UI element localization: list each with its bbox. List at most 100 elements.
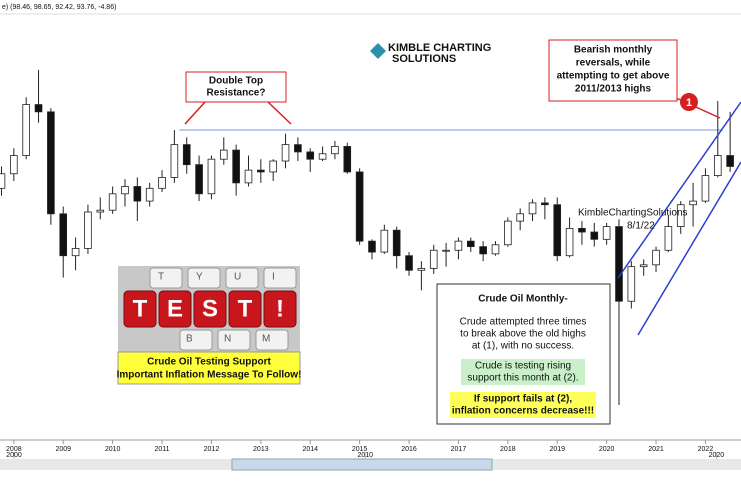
callout-box (185, 71, 287, 103)
candle-body (442, 249, 450, 252)
note-text: to break above the old highs (460, 329, 586, 340)
navigator-tick-label: 2020 (709, 452, 725, 459)
candle-body (34, 104, 43, 113)
candle-body (405, 255, 413, 271)
navigator-window (231, 458, 493, 471)
note-title: Crude Oil Monthly- (478, 294, 567, 305)
watermark-date: 8/1/22 (627, 221, 655, 232)
x-tick-label: 2021 (648, 446, 664, 453)
navigator-tick-label: 2000 (6, 452, 22, 459)
candle-body (479, 246, 487, 255)
candle-body (627, 266, 636, 302)
candle-body (504, 220, 512, 246)
candle-body (269, 160, 277, 173)
note-text: Crude is testing rising (475, 361, 571, 372)
callout-text: attempting to get above (557, 71, 670, 82)
callout-text: Resistance? (207, 88, 266, 99)
candle-body (355, 171, 364, 242)
candle-body (281, 144, 290, 162)
candle-body (232, 149, 240, 184)
keys: T Y U IT E S T !B N M (123, 267, 297, 351)
candle-body (306, 151, 315, 160)
test-key (263, 290, 297, 328)
candle-body (158, 177, 166, 189)
callout-text: Bearish monthly (574, 45, 653, 56)
candle-body (689, 200, 697, 206)
candle-body (59, 213, 68, 257)
key-label: I (272, 272, 275, 283)
candle-body (244, 169, 253, 184)
candle-body (108, 193, 117, 211)
watermark: KimbleChartingSolutions (578, 208, 688, 219)
candle-body (343, 146, 352, 173)
test-image: T Y U IT E S T !B N M Crude Oil Testing Support I… (117, 266, 302, 385)
candle-body (47, 111, 55, 215)
candle-body (726, 155, 734, 167)
test-key-label: S (202, 295, 218, 322)
candle-body (615, 226, 623, 302)
candle-body (318, 153, 327, 160)
x-tick-label: 2018 (500, 446, 516, 453)
candle-body (195, 164, 203, 195)
x-tick-label: 2017 (451, 446, 467, 453)
note-text: support this month at (2). (467, 373, 578, 384)
candle-body (380, 229, 389, 253)
candle-body (466, 240, 475, 248)
x-tick-label: 2008 (6, 446, 22, 453)
marker-label: 1 (686, 97, 692, 109)
logo-icon (370, 43, 386, 59)
yellow-highlight (450, 392, 596, 418)
arrow (267, 101, 292, 125)
candle-body (676, 204, 685, 227)
candle-body (553, 204, 562, 257)
test-key (228, 290, 262, 328)
key-label: Y (196, 272, 203, 283)
note-text: If support fails at (2), (474, 394, 573, 405)
logo: KIMBLE CHARTING SOLUTIONS (370, 42, 491, 65)
callout-box (548, 39, 678, 102)
candle-body (652, 249, 660, 266)
test-key (193, 290, 227, 328)
test-key-label: T (238, 295, 253, 322)
x-tick-label: 2014 (302, 446, 318, 453)
candle-body (664, 226, 673, 251)
candle-body (701, 175, 710, 202)
candle-body (602, 226, 611, 240)
caption: Crude Oil Testing Support (147, 357, 271, 368)
candle-body (0, 173, 6, 189)
candle-body (392, 229, 401, 257)
x-tick-label: 2009 (55, 446, 71, 453)
x-tick-label: 2019 (549, 446, 565, 453)
x-tick-label: 2016 (401, 446, 417, 453)
key (217, 329, 251, 351)
candle-body (71, 248, 80, 257)
candle-body (170, 144, 179, 178)
test-key-label: E (167, 295, 183, 322)
price-legend: e) (98.46, 98.65, 92.42, 93.76, -4.86) (2, 4, 116, 11)
candle-body (713, 155, 722, 176)
candle-body (22, 104, 30, 156)
plot-area (0, 69, 734, 406)
channel-lower (637, 161, 741, 336)
test-key-label: ! (276, 295, 284, 322)
candle-body (96, 209, 105, 213)
candle-body (121, 186, 129, 195)
navigator-tick-label: 2010 (357, 452, 373, 459)
marker-circle (680, 93, 698, 111)
candle-body (368, 240, 376, 253)
axis-group: 2008 2009 2010 2011 2012 2013 2014 2015 2016 2017… (6, 440, 724, 459)
caption-box (117, 351, 301, 385)
caption: Important Inflation Message To Follow! (117, 370, 302, 381)
key-label: M (262, 334, 270, 345)
key-label: U (234, 272, 241, 283)
x-tick-label: 2012 (204, 446, 220, 453)
test-key (123, 290, 157, 328)
x-tick-label: 2011 (155, 446, 170, 453)
x-tick-label: 2013 (253, 446, 269, 453)
note-text: Crude attempted three times (460, 317, 587, 328)
candle-body (417, 268, 426, 271)
key (225, 267, 259, 289)
candle-body (491, 244, 500, 255)
note-text: at (1), with no success. (472, 341, 574, 352)
